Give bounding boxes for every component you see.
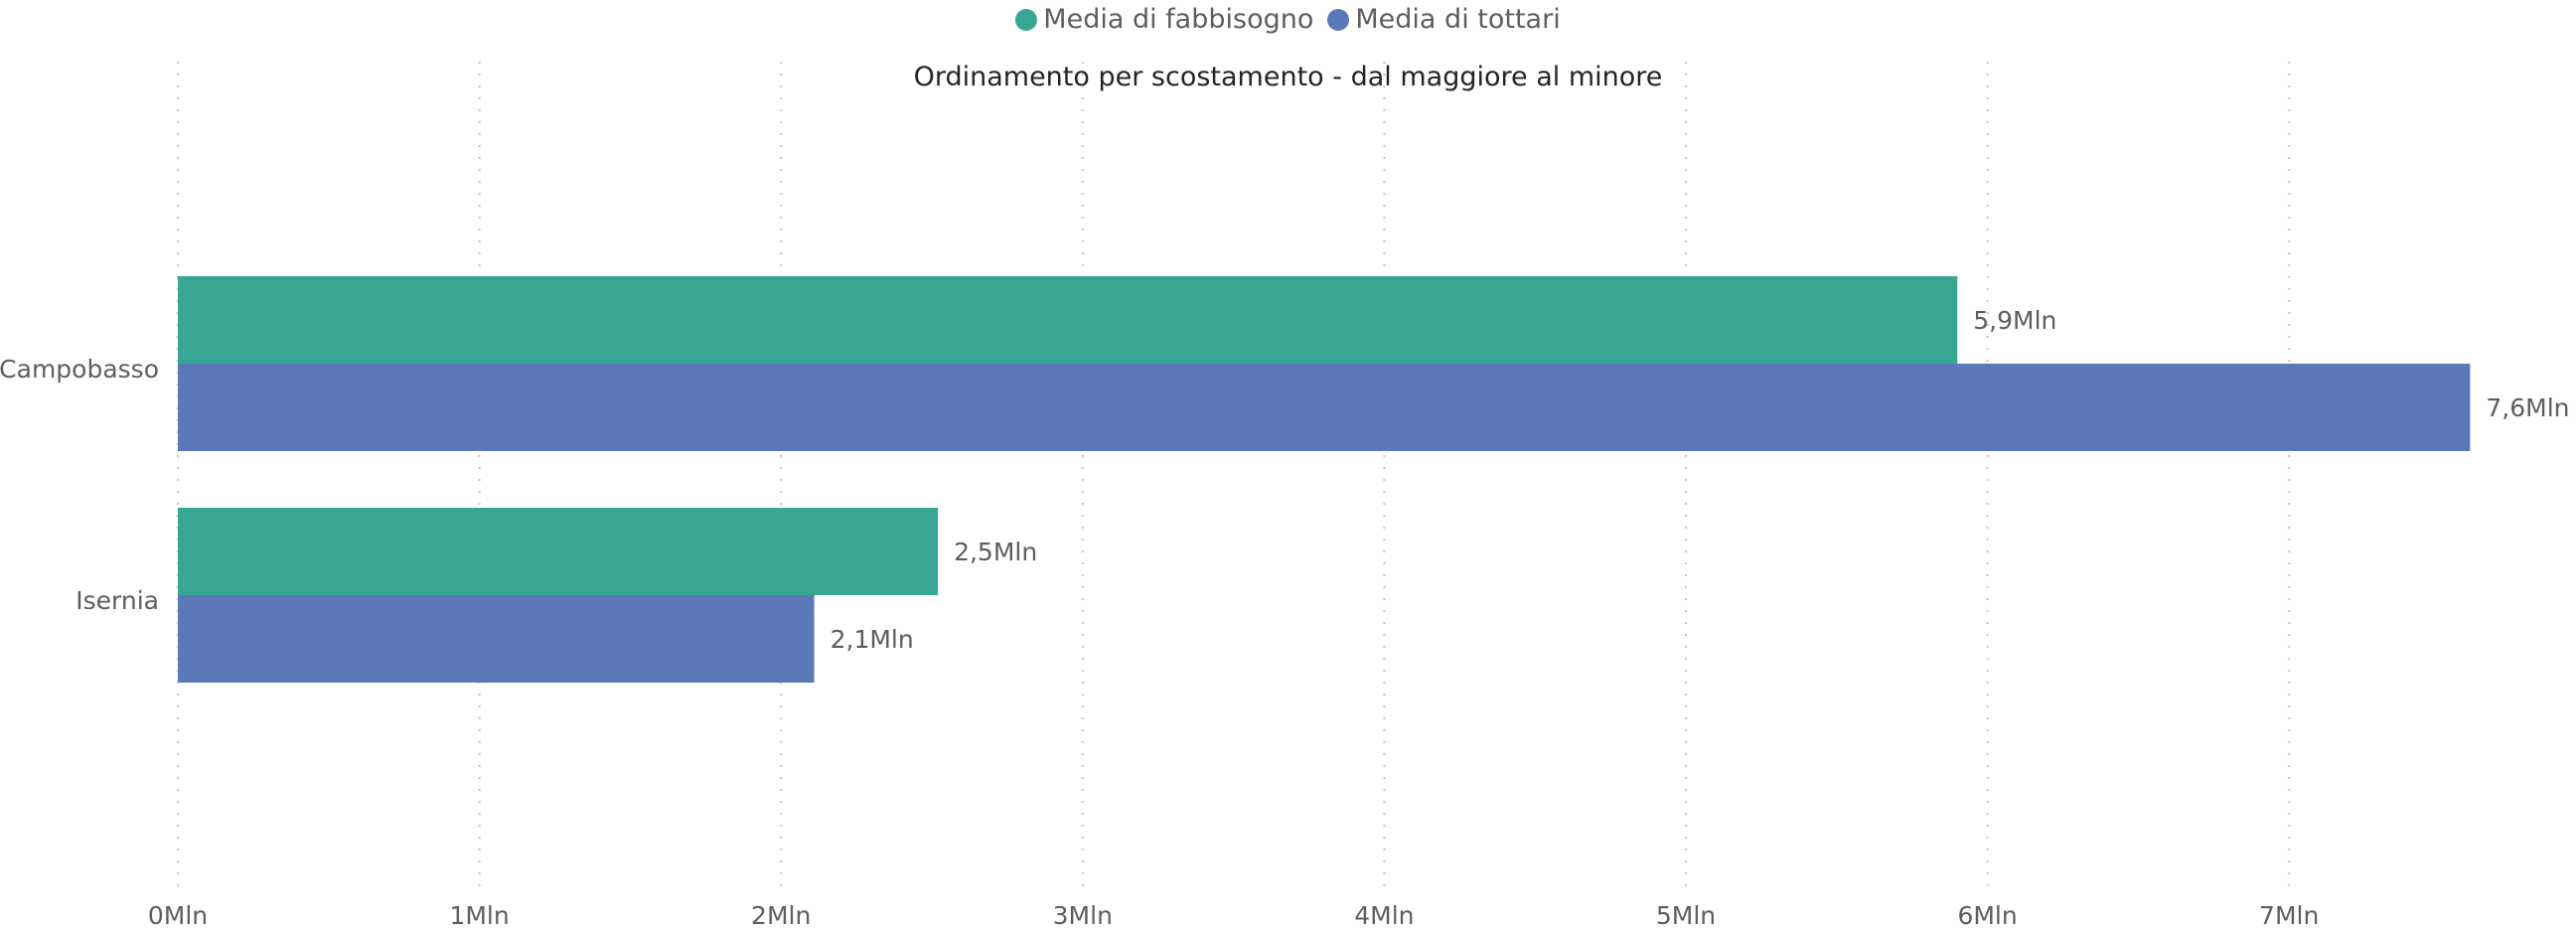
bar-0-1 (178, 364, 2471, 451)
x-tick-label-4: 4Mln (1354, 901, 1414, 930)
category-label-1: Isernia (76, 586, 159, 615)
legend-item-tottari[interactable]: Media di tottari (1327, 4, 1561, 35)
chart-subtitle: Ordinamento per scostamento - dal maggio… (913, 62, 1663, 91)
data-label-1-0: 2,5Mln (954, 538, 1037, 566)
legend-swatch-tottari (1327, 8, 1350, 31)
x-tick-label-7: 7Mln (2259, 901, 2319, 930)
x-tick-label-1: 1Mln (449, 901, 509, 930)
x-tick-label-2: 2Mln (751, 901, 811, 930)
data-label-0-1: 7,6Mln (2486, 393, 2569, 422)
x-tick-label-5: 5Mln (1656, 901, 1716, 930)
legend-label-fabbisogno: Media di fabbisogno (1043, 4, 1314, 35)
legend-swatch-fabbisogno (1015, 8, 1038, 31)
bar-0-0 (178, 276, 1958, 364)
legend: Media di fabbisogno Media di tottari (0, 4, 2576, 35)
category-label-0: Campobasso (0, 355, 159, 384)
x-tick-label-0: 0Mln (148, 901, 208, 930)
legend-label-tottari: Media di tottari (1355, 4, 1561, 35)
bar-1-0 (178, 508, 939, 595)
data-label-1-1: 2,1Mln (831, 625, 914, 654)
x-tick-label-3: 3Mln (1053, 901, 1113, 930)
x-tick-label-6: 6Mln (1957, 901, 2017, 930)
bar-1-1 (178, 595, 815, 683)
data-label-0-0: 5,9Mln (1973, 306, 2056, 335)
legend-item-fabbisogno[interactable]: Media di fabbisogno (1015, 4, 1313, 35)
